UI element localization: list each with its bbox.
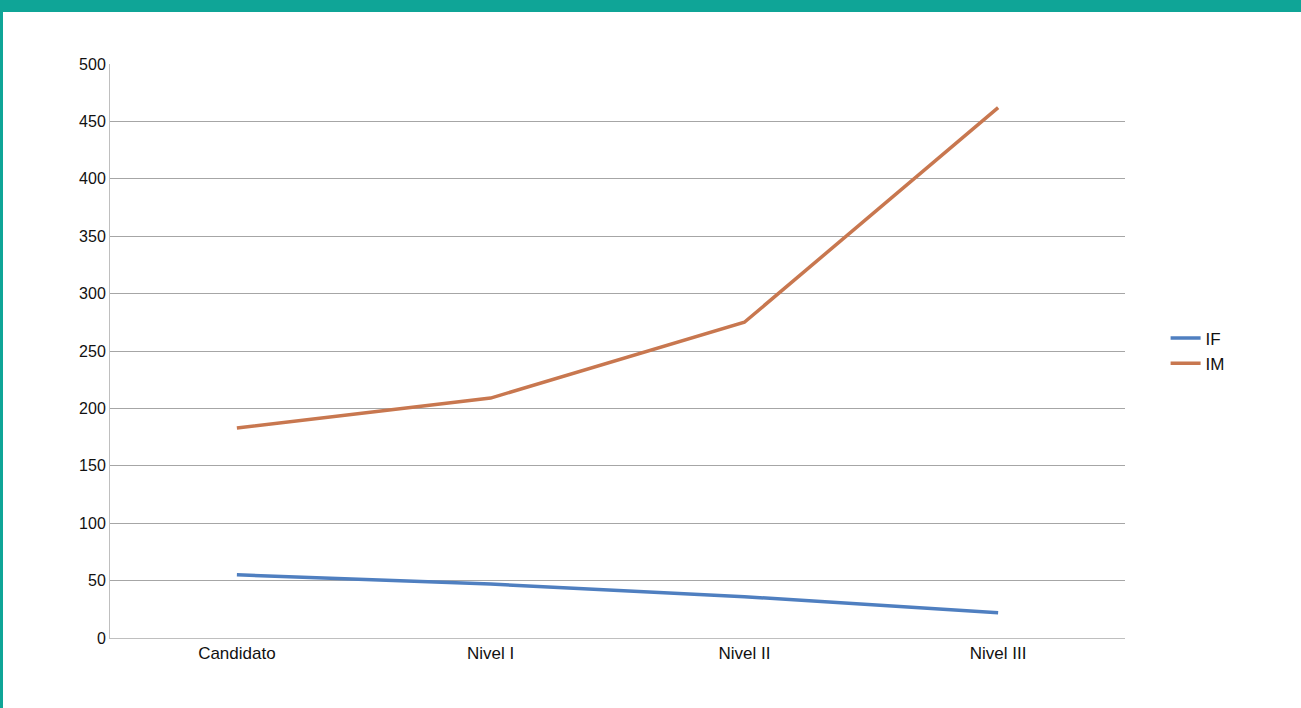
svg-text:400: 400 — [79, 170, 106, 187]
svg-text:350: 350 — [79, 228, 106, 245]
svg-text:Nivel III: Nivel III — [970, 644, 1027, 663]
svg-text:IM: IM — [1206, 355, 1225, 374]
svg-text:IF: IF — [1206, 330, 1221, 349]
svg-text:Candidato: Candidato — [198, 644, 276, 663]
svg-text:Nivel II: Nivel II — [718, 644, 770, 663]
svg-text:Nivel I: Nivel I — [467, 644, 514, 663]
svg-text:300: 300 — [79, 285, 106, 302]
svg-text:250: 250 — [79, 343, 106, 360]
svg-text:0: 0 — [97, 630, 106, 647]
svg-text:200: 200 — [79, 400, 106, 417]
svg-text:50: 50 — [88, 572, 106, 589]
svg-text:500: 500 — [79, 56, 106, 73]
svg-text:150: 150 — [79, 457, 106, 474]
svg-text:100: 100 — [79, 515, 106, 532]
svg-text:450: 450 — [79, 113, 106, 130]
